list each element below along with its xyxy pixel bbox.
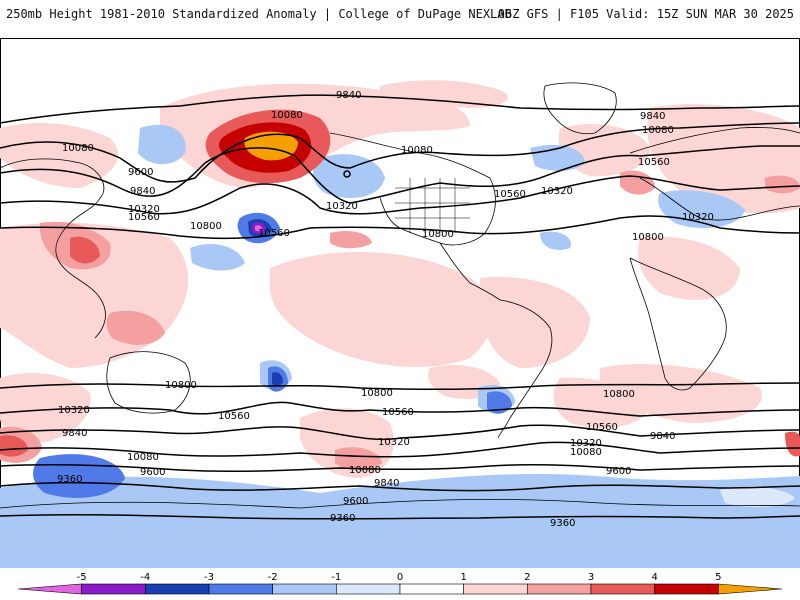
contour-label: 9360 — [57, 474, 82, 485]
contour-label: 10800 — [422, 229, 454, 240]
colorbar-band — [272, 583, 337, 595]
run-info: 06Z GFS | F105 Valid: 15Z SUN MAR 30 202… — [497, 7, 794, 21]
contour-label: 9840 — [640, 111, 665, 122]
contour-label: 10560 — [638, 157, 670, 168]
colorbar-tick-label: 1 — [460, 572, 466, 583]
colorbar-band — [81, 583, 146, 595]
contour-label: 10080 — [570, 447, 602, 458]
contour-labels: 9840 10080 10080 9600 9840 10320 10560 1… — [57, 90, 714, 529]
colorbar-tick-label: -2 — [268, 572, 278, 583]
colorbar-band — [17, 583, 82, 595]
colorbar-tick-label: 2 — [524, 572, 530, 583]
colorbar-band — [718, 583, 783, 595]
contour-label: 10560 — [494, 189, 526, 200]
header: 250mb Height 1981-2010 Standardized Anom… — [0, 0, 800, 38]
contour-label: 10560 — [128, 212, 160, 223]
contour-label: 10800 — [632, 232, 664, 243]
contour-label: 10560 — [218, 411, 250, 422]
contour-label: 10800 — [190, 221, 222, 232]
contour-label: 10560 — [382, 407, 414, 418]
contour-label: 10080 — [271, 110, 303, 121]
colorbar-tick-label: -1 — [331, 572, 341, 583]
colorbar-band — [463, 583, 528, 595]
contour-label: 9840 — [130, 186, 155, 197]
coastlines — [0, 82, 800, 509]
contour-label: 10320 — [378, 437, 410, 448]
contour-label: 10800 — [165, 380, 197, 391]
contour-label: 9600 — [343, 496, 368, 507]
contour-label: 10320 — [682, 212, 714, 223]
contour-label: 9360 — [330, 513, 355, 524]
contour-label: 10800 — [361, 388, 393, 399]
colorbar-tick-label: -3 — [204, 572, 214, 583]
anomaly-map: 9840 10080 10080 9600 9840 10320 10560 1… — [0, 38, 800, 568]
map-svg: 9840 10080 10080 9600 9840 10320 10560 1… — [0, 38, 800, 568]
contour-label: 10320 — [570, 438, 602, 449]
anomaly-shading — [0, 80, 800, 568]
colorbar-tick-label: -4 — [140, 572, 150, 583]
map-title: 250mb Height 1981-2010 Standardized Anom… — [6, 7, 512, 21]
contour-label: 10080 — [62, 143, 94, 154]
colorbar-band — [336, 583, 401, 595]
contour-label: 9840 — [62, 428, 87, 439]
colorbar-band — [399, 583, 464, 595]
colorbar-ticks: -5 -4 -3 -2 -1 0 1 2 3 4 5 — [77, 572, 722, 583]
contour-label: 9840 — [374, 478, 399, 489]
contour-label: 10320 — [128, 204, 160, 215]
contour-label: 9600 — [140, 467, 165, 478]
colorbar-band — [527, 583, 592, 595]
colorbar-tick-label: -5 — [77, 572, 87, 583]
contour-label: 10080 — [401, 145, 433, 156]
colorbar-bands — [17, 583, 783, 595]
contour-label: 10560 — [586, 422, 618, 433]
contour-label: 10080 — [642, 125, 674, 136]
colorbar-band — [208, 583, 273, 595]
contour-label: 10320 — [541, 186, 573, 197]
contour-label: 10800 — [603, 389, 635, 400]
colorbar-band — [145, 583, 210, 595]
contour-label: 9360 — [550, 518, 575, 529]
colorbar-tick-label: 0 — [397, 572, 403, 583]
contour-label: 10080 — [349, 465, 381, 476]
contour-label: 9840 — [336, 90, 361, 101]
contour-label: 9600 — [128, 167, 153, 178]
colorbar-tick-label: 5 — [715, 572, 721, 583]
colorbar-svg: -5 -4 -3 -2 -1 0 1 2 3 4 5 — [17, 572, 783, 595]
colorbar-tick-label: 4 — [651, 572, 657, 583]
colorbar-tick-label: 3 — [588, 572, 594, 583]
contour-label: 10320 — [326, 201, 358, 212]
contour-label: 10320 — [58, 405, 90, 416]
contour-label: 10560 — [258, 228, 290, 239]
colorbar-band — [654, 583, 719, 595]
contour-label: 9600 — [606, 466, 631, 477]
colorbar-band — [590, 583, 655, 595]
contour-label: 10080 — [127, 452, 159, 463]
colorbar: -5 -4 -3 -2 -1 0 1 2 3 4 5 — [0, 568, 800, 600]
height-contours — [0, 94, 800, 520]
contour-label: 9840 — [650, 431, 675, 442]
